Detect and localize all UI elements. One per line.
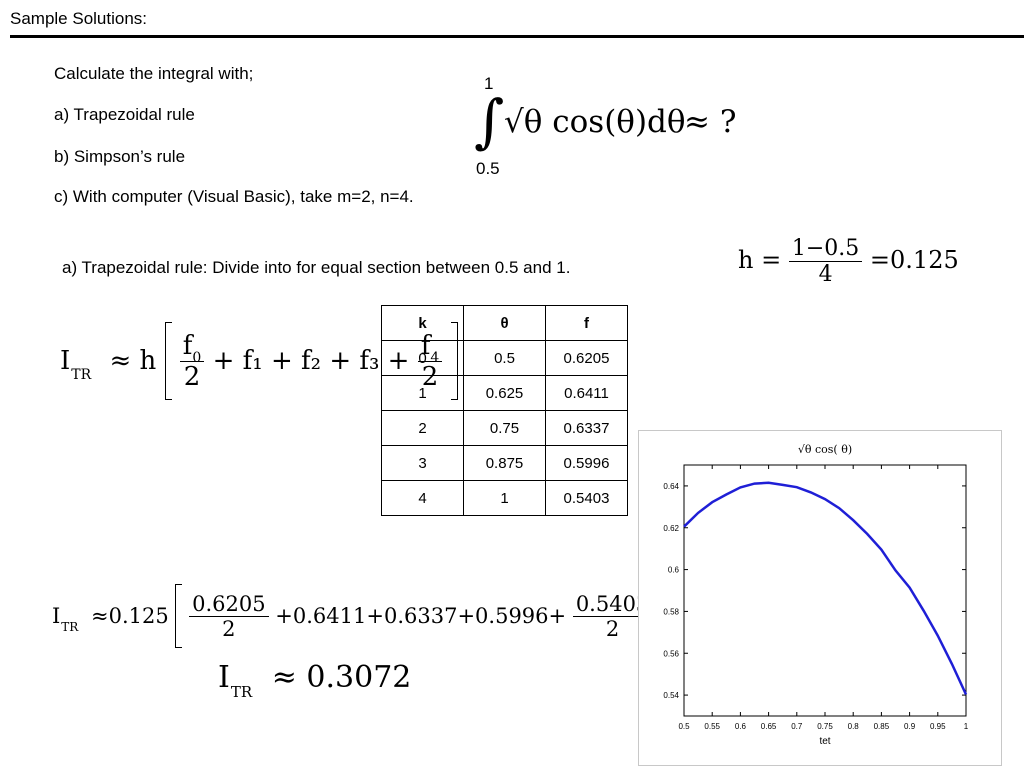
integral-symbol-I: I — [60, 346, 71, 376]
y-tick-label: 0.62 — [663, 524, 679, 533]
numeric-last-numerator: 0.5403 — [575, 591, 650, 616]
function-plot-svg: 0.5 0.55 0.6 0.65 0.7 0.75 0.8 0.85 0.9 0.95 1 0.54… — [663, 443, 969, 747]
table-cell: 0.6411 — [545, 375, 628, 411]
values-table: k θ f 0 0.5 0.6205 1 0.625 0.6411 2 0.75 0.633… — [381, 305, 628, 516]
table-cell: 4 — [381, 480, 464, 516]
trapezoidal-result: ITR ≈ 0.3072 — [218, 660, 412, 701]
numeric-first-numerator: 0.6205 — [192, 591, 266, 616]
table-header-f: f — [545, 305, 628, 341]
task-line-computer: c) With computer (Visual Basic), take m=… — [54, 187, 414, 206]
step-size-numerator: 1−0.5 — [791, 236, 860, 261]
numeric-first-denominator: 2 — [189, 615, 269, 641]
table-cell: 0.5 — [463, 340, 546, 376]
table-row: 4 1 0.5403 — [381, 480, 628, 516]
table-header-theta: θ — [463, 305, 546, 341]
data-series-line — [683, 481, 968, 696]
table-cell: 0.6337 — [545, 410, 628, 446]
task-line-simpson: b) Simpson’s rule — [54, 147, 186, 166]
step-size-formula: h = 1−0.5 4 =0.125 — [738, 236, 959, 287]
integral-approx: ≈ ? — [684, 104, 737, 140]
values-table-container: k θ f 0 0.5 0.6205 1 0.625 0.6411 2 0.75 0.633… — [381, 305, 628, 516]
x-tick-label: 0.6 — [735, 722, 747, 731]
y-tick-label: 0.64 — [663, 482, 679, 491]
step-size-lhs: h — [738, 246, 754, 274]
table-cell: 0 — [381, 340, 464, 376]
table-header-k: k — [381, 305, 464, 341]
integral-expression: 1 ∫ 0.5 √θ cos(θ)dθ ≈ ? — [470, 74, 750, 184]
numeric-prefix: ≈0.125 — [91, 604, 169, 628]
task-line-intro: Calculate the integral with; — [54, 64, 254, 83]
f0-symbol: f — [182, 330, 193, 361]
table-cell: 0.875 — [463, 445, 546, 481]
table-row: 0 0.5 0.6205 — [381, 340, 628, 376]
x-tick-label: 0.95 — [930, 722, 946, 731]
middle-terms: + f₁ + f₂ + f₃ + — [212, 346, 410, 376]
table-cell: 0.5996 — [545, 445, 628, 481]
y-tick-label: 0.58 — [663, 607, 679, 616]
x-axis-label: tet — [819, 736, 830, 747]
result-value: ≈ 0.3072 — [271, 660, 412, 695]
x-tick-label: 0.55 — [704, 722, 720, 731]
trapezoidal-numeric-formula: ITR ≈0.125 0.6205 2 +0.6411+0.6337+0.599… — [52, 584, 666, 654]
numeric-middle-terms: +0.6411+0.6337+0.5996+ — [275, 604, 567, 628]
f0-subscript: 0 — [192, 349, 202, 366]
x-tick-label: 0.8 — [848, 722, 860, 731]
y-tick-label: 0.6 — [668, 566, 680, 575]
table-cell: 3 — [381, 445, 464, 481]
table-cell: 1 — [381, 375, 464, 411]
integral-lower-limit: 0.5 — [476, 159, 500, 178]
numeric-bracket-left — [175, 584, 183, 648]
table-cell: 0.6205 — [545, 340, 628, 376]
header-divider — [10, 35, 1024, 38]
numeric-integral-I: I — [52, 604, 61, 628]
step-size-denominator: 4 — [788, 261, 863, 287]
task-line-trapezoidal: a) Trapezoidal rule — [54, 105, 195, 124]
x-tick-label: 0.85 — [874, 722, 890, 731]
table-cell: 0.75 — [463, 410, 546, 446]
integral-subscript: TR — [71, 367, 92, 383]
result-integral-I: I — [218, 660, 230, 695]
step-size-equals: = — [761, 246, 782, 274]
f0-denominator: 2 — [179, 360, 205, 392]
x-tick-label: 0.75 — [817, 722, 833, 731]
y-tick-label: 0.54 — [663, 691, 679, 700]
x-tick-label: 1 — [964, 722, 969, 731]
integral-sign-icon: ∫ — [474, 87, 505, 155]
result-integral-subscript: TR — [230, 683, 253, 701]
approx-symbol: ≈ — [109, 346, 132, 376]
trapezoidal-intro: a) Trapezoidal rule: Divide into for equ… — [62, 258, 571, 277]
x-tick-label: 0.7 — [791, 722, 803, 731]
bracket-left — [164, 322, 172, 400]
step-size-result: =0.125 — [869, 246, 959, 274]
table-row: 1 0.625 0.6411 — [381, 375, 628, 411]
x-tick-label: 0.9 — [904, 722, 916, 731]
step-symbol-h: h — [139, 346, 157, 376]
chart-title: √θ cos( θ) — [798, 443, 852, 456]
plot-axes-frame — [683, 464, 967, 717]
table-cell: 1 — [463, 480, 546, 516]
numeric-integral-subscript: TR — [61, 620, 79, 634]
y-tick-label: 0.56 — [663, 649, 679, 658]
function-plot: 0.5 0.55 0.6 0.65 0.7 0.75 0.8 0.85 0.9 0.95 1 0.54… — [638, 430, 1002, 766]
x-tick-label: 0.5 — [678, 722, 690, 731]
integrand: √θ cos(θ)dθ — [504, 104, 686, 140]
numeric-last-denominator: 2 — [572, 615, 653, 641]
table-row: 3 0.875 0.5996 — [381, 445, 628, 481]
table-cell: 0.625 — [463, 375, 546, 411]
table-cell: 0.5403 — [545, 480, 628, 516]
table-row: 2 0.75 0.6337 — [381, 410, 628, 446]
page-title: Sample Solutions: — [10, 9, 148, 28]
table-cell: 2 — [381, 410, 464, 446]
x-tick-label: 0.65 — [761, 722, 777, 731]
integral-upper-limit: 1 — [484, 74, 494, 93]
